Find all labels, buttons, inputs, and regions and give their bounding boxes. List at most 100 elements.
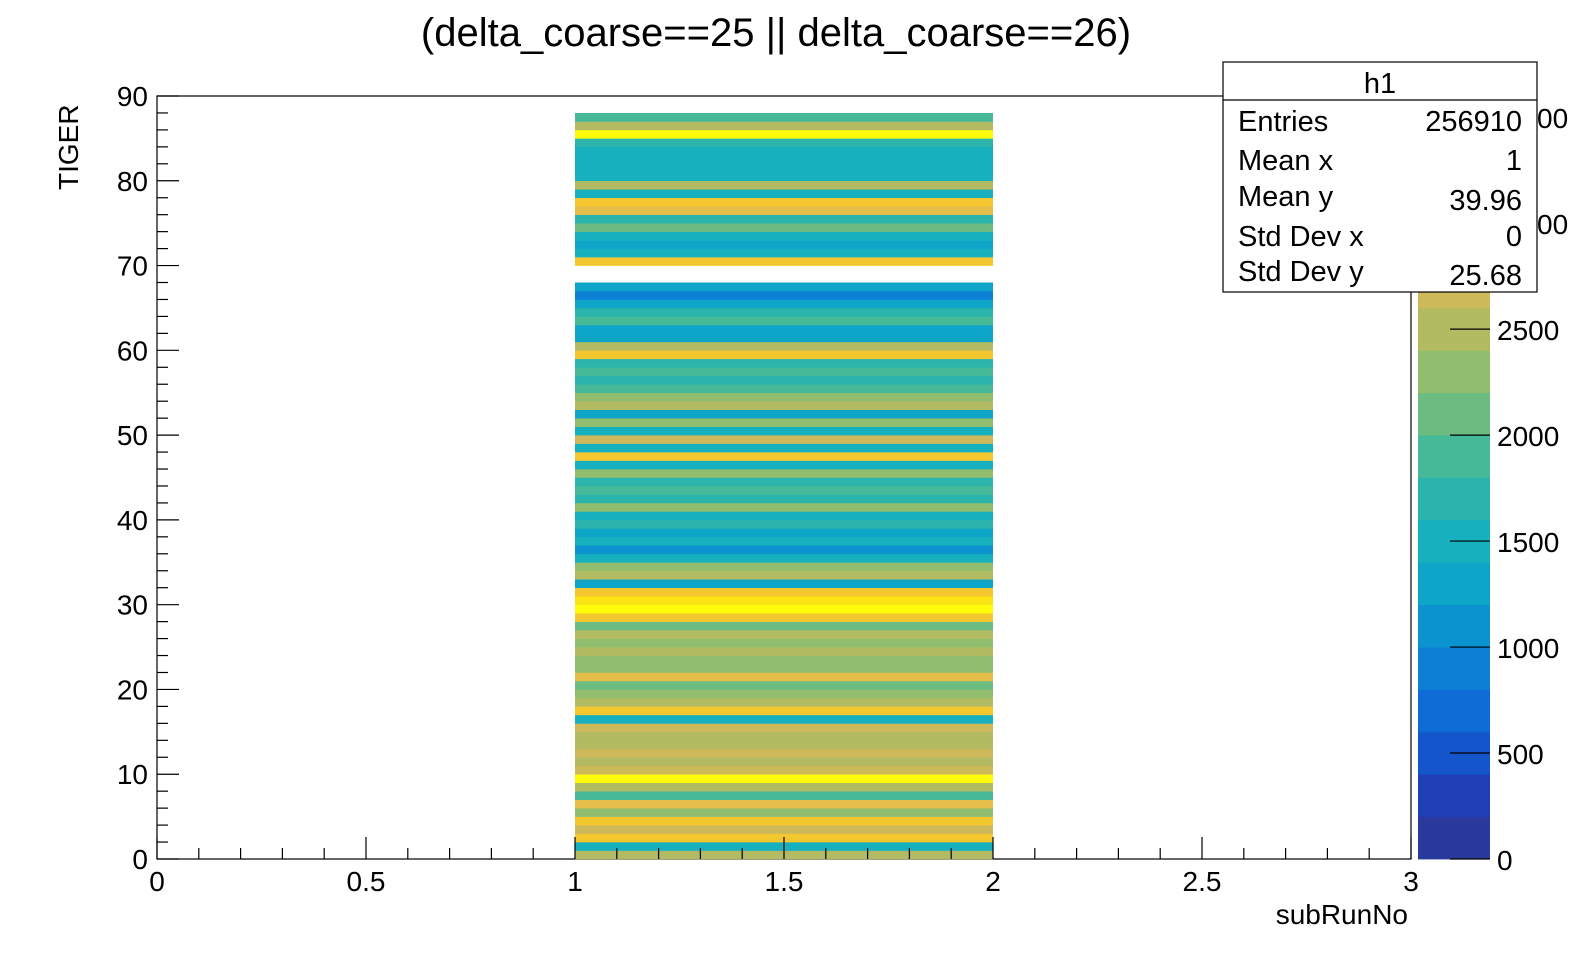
heatmap-bin (575, 706, 993, 716)
colorbar-segment (1418, 774, 1490, 818)
chart-title: (delta_coarse==25 || delta_coarse==26) (421, 11, 1131, 55)
heatmap-bin (575, 689, 993, 699)
colorbar-segment (1418, 392, 1490, 436)
heatmap-bin (575, 375, 993, 385)
heatmap-bin (575, 545, 993, 555)
heatmap-bin (575, 231, 993, 241)
heatmap-bin (575, 401, 993, 410)
heatmap-bin (575, 791, 993, 800)
heatmap-bin (575, 452, 993, 461)
heatmap-bin (575, 248, 993, 258)
heatmap-bin (575, 299, 993, 309)
stats-value: 1 (1506, 145, 1522, 177)
heatmap-bin (575, 596, 993, 605)
x-tick-label: 0 (149, 866, 165, 897)
heatmap-bin (575, 774, 993, 783)
colorbar-tick-label: 0 (1497, 845, 1513, 876)
stats-label: Entries (1238, 106, 1328, 138)
heatmap-bin (575, 731, 993, 741)
x-tick-label: 2 (985, 866, 1001, 897)
heatmap-bin (575, 257, 993, 266)
x-axis: 0 0.5 1 1.5 2 2.5 3 (149, 837, 1419, 897)
heatmap-bin (575, 324, 993, 334)
stats-value: 39.96 (1449, 185, 1522, 217)
heatmap-bin (575, 825, 993, 834)
heatmap-bin (575, 350, 993, 360)
stats-box: h1 Entries 256910 Mean x 1 Mean y 39.96 Std De… (1222, 61, 1538, 293)
y-tick-label: 0 (132, 844, 148, 875)
heatmap-bin (575, 570, 993, 580)
bin-layer (575, 112, 993, 860)
heatmap-bin (575, 138, 993, 148)
y-tick-label: 40 (117, 505, 148, 536)
y-tick-label: 60 (117, 335, 148, 366)
colorbar-tick-label: 2500 (1497, 315, 1559, 346)
heatmap-bin (575, 613, 993, 622)
heatmap-bin (575, 765, 993, 775)
stats-value: 25.68 (1449, 260, 1522, 292)
y-tick-label: 10 (117, 759, 148, 790)
y-tick-label: 70 (117, 251, 148, 282)
x-tick-label: 3 (1403, 866, 1419, 897)
colorbar-segment (1418, 647, 1490, 690)
heatmap-bin (575, 808, 993, 817)
stats-label: Mean x (1238, 145, 1334, 177)
colorbar-segment (1418, 350, 1490, 394)
heatmap-bin (575, 214, 993, 224)
heatmap-bin (575, 723, 993, 733)
heatmap-bin (575, 418, 993, 427)
y-tick-label: 90 (117, 81, 148, 112)
colorbar-segment (1418, 689, 1490, 733)
heatmap-bin (575, 528, 993, 538)
x-tick-label: 1.5 (765, 866, 804, 897)
heatmap-bin (575, 333, 993, 343)
stats-label: Mean y (1238, 181, 1334, 213)
heatmap-bin (575, 494, 993, 504)
y-tick-label: 80 (117, 166, 148, 197)
stats-value: 0 (1506, 221, 1522, 253)
stats-value: 256910 (1425, 106, 1522, 138)
stats-label: Std Dev x (1238, 221, 1364, 253)
heatmap-bin (575, 307, 993, 317)
heatmap-bin (575, 647, 993, 656)
heatmap-bin (575, 604, 993, 614)
heatmap-bin (575, 502, 993, 512)
heatmap-bin (575, 163, 993, 173)
heatmap-bin (575, 553, 993, 563)
heatmap-bin (575, 782, 993, 792)
stats-box-title: h1 (1364, 68, 1396, 100)
heatmap-bin (575, 672, 993, 682)
heatmap-bin (575, 485, 993, 495)
heatmap-bin (575, 435, 993, 444)
heatmap-bin (575, 426, 993, 436)
heatmap-bin (575, 189, 993, 199)
heatmap-bin (575, 443, 993, 453)
colorbar-segment (1418, 604, 1490, 648)
heatmap-bin (575, 587, 993, 597)
heatmap-bin (575, 392, 993, 402)
y-tick-label: 30 (117, 590, 148, 621)
heatmap-bin (575, 757, 993, 767)
y-axis: 0 10 20 30 40 50 60 70 80 90 (117, 81, 179, 875)
heatmap-bin (575, 240, 993, 249)
colorbar-segment (1418, 816, 1490, 860)
heatmap-bin (575, 460, 993, 470)
heatmap-bin (575, 121, 993, 131)
heatmap-bin (575, 664, 993, 673)
heatmap-bin (575, 146, 993, 156)
x-tick-label: 0.5 (347, 866, 386, 897)
heatmap-bin (575, 409, 993, 419)
heatmap-bin (575, 740, 993, 750)
x-tick-label: 2.5 (1183, 866, 1222, 897)
heatmap-bin (575, 477, 993, 487)
colorbar-tick-label: 500 (1497, 739, 1544, 770)
colorbar-tick-label-partial: 00 (1537, 209, 1568, 240)
stats-label: Std Dev y (1238, 256, 1364, 288)
heatmap-bin (575, 630, 993, 639)
heatmap-bin (575, 579, 993, 589)
colorbar-segment (1418, 435, 1490, 478)
heatmap-bin (575, 112, 993, 122)
heatmap-bin (575, 655, 993, 665)
x-axis-title: subRunNo (1276, 899, 1408, 930)
